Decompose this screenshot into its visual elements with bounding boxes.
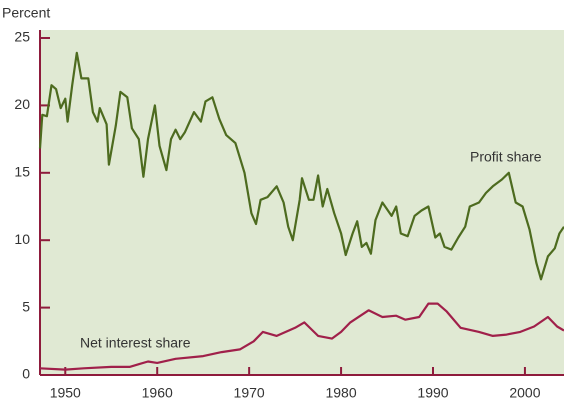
data-line	[39, 302, 564, 371]
annotation: Net interest share	[80, 335, 191, 351]
x-tick-label: 2000	[509, 385, 540, 401]
x-tick-label: 1960	[142, 385, 173, 401]
data-line	[38, 51, 564, 281]
x-tick-label: 1990	[417, 385, 448, 401]
y-tick-label: 20	[14, 96, 30, 112]
y-tick-label: 25	[14, 29, 30, 45]
y-tick-label: 0	[22, 366, 30, 382]
y-axis-label: Percent	[2, 5, 50, 21]
y-tick-label: 5	[22, 298, 30, 314]
y-tick-label: 10	[14, 231, 30, 247]
x-tick-label: 1950	[50, 385, 81, 401]
x-tick-label: 1980	[325, 385, 356, 401]
x-tick-label: 1970	[234, 385, 265, 401]
y-tick-label: 15	[14, 164, 30, 180]
annotation: Profit share	[470, 149, 542, 165]
